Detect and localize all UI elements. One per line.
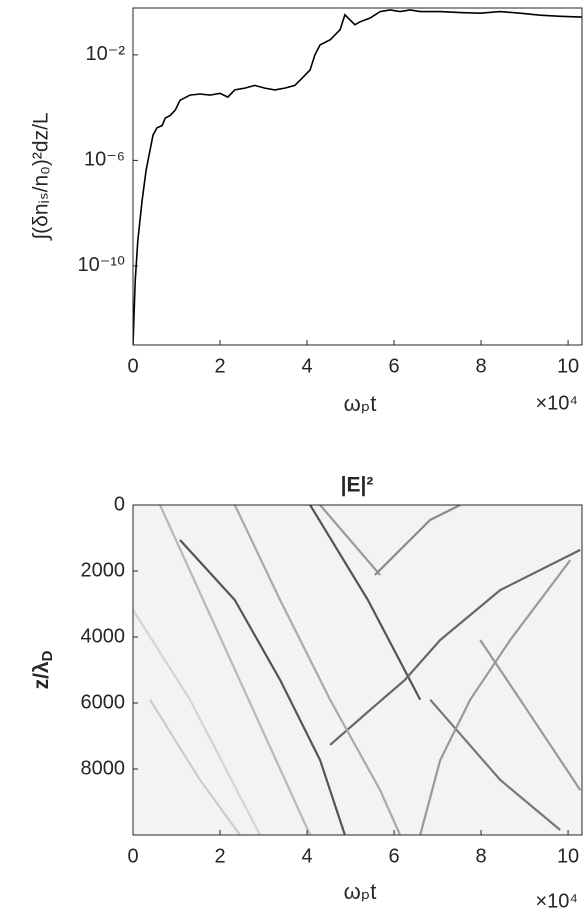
x-tick-label: 4: [301, 355, 312, 377]
axes-box: [132, 504, 583, 836]
x-axis-label: ωₚt: [344, 391, 377, 416]
ridge: [158, 505, 312, 835]
ridge: [133, 609, 261, 835]
x-axis-label: ωₚt: [344, 879, 377, 904]
ridge: [179, 539, 346, 835]
plot-area: [133, 505, 582, 835]
axes-box: [132, 7, 583, 346]
chart-title: |E|²: [341, 474, 374, 497]
x-tick-label: 2: [214, 845, 225, 867]
image-background: [133, 505, 582, 835]
y-axis-label: ∫(δnᵢₛ/n₀)²dz/L: [30, 112, 53, 240]
y-tick-label: 6000: [81, 691, 126, 713]
y-tick-label: 10⁻²: [86, 43, 126, 65]
ridge: [479, 639, 582, 791]
x-multiplier: ×10⁴: [535, 392, 578, 414]
ridge: [309, 505, 422, 701]
ridge: [374, 505, 461, 576]
y-tick-label: 10⁻⁶: [84, 149, 125, 171]
y-axis-label-subscript: D: [39, 650, 56, 661]
ridge: [149, 699, 241, 835]
y-axis-label-base: z/λ: [30, 661, 53, 689]
x-tick-label: 2: [214, 355, 225, 377]
ridge: [429, 698, 561, 831]
x-tick-label: 0: [127, 845, 138, 867]
x-tick-label: 10: [557, 845, 579, 867]
plot-area: [133, 9, 582, 345]
y-tick-label: 10⁻¹⁰: [78, 254, 125, 276]
x-tick-label: 8: [475, 355, 486, 377]
y-tick-label: 8000: [81, 757, 126, 779]
ridge: [419, 559, 572, 835]
line: [133, 9, 582, 345]
y-tick-label: 2000: [81, 559, 126, 581]
x-multiplier: ×10⁴: [535, 890, 578, 912]
x-tick-label: 8: [475, 845, 486, 867]
ridge: [319, 505, 381, 576]
y-tick-label: 4000: [81, 625, 126, 647]
x-tick-label: 6: [388, 845, 399, 867]
ridge: [233, 505, 402, 835]
x-tick-label: 10: [557, 355, 579, 377]
x-tick-label: 6: [388, 355, 399, 377]
y-axis-label: z/λD: [30, 650, 56, 689]
y-tick-label: 0: [114, 493, 125, 515]
ridge: [329, 548, 581, 746]
x-tick-label: 4: [301, 845, 312, 867]
x-tick-label: 0: [127, 355, 138, 377]
